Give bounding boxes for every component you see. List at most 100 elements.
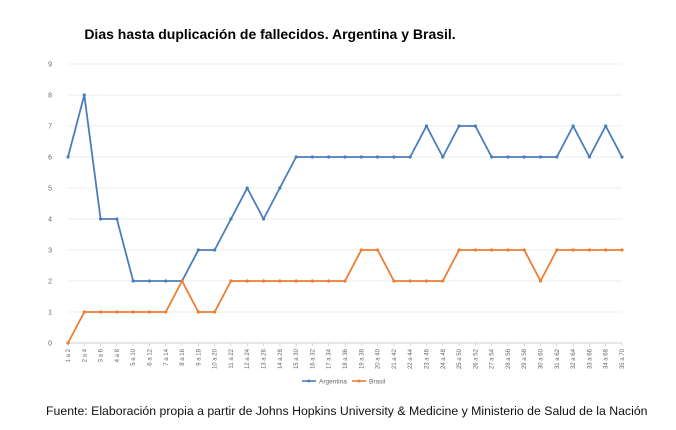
data-point-argentina	[278, 186, 282, 190]
data-point-argentina	[587, 155, 592, 159]
data-point-brasil	[620, 248, 624, 252]
x-tick-label: 7 a 14	[164, 348, 170, 365]
data-point-argentina	[147, 279, 152, 283]
data-point-argentina	[196, 248, 200, 252]
data-point-argentina	[490, 155, 494, 159]
x-tick-label: 4 a 8	[115, 348, 121, 362]
legend: Argentina Brasil	[302, 378, 386, 385]
data-point-argentina	[522, 155, 526, 159]
x-axis-ticks: 1 a 2 2 a 4 3 a 6 4 a 8 5 a 10 6 a 12 7 a 14 8 …	[66, 343, 626, 369]
y-tick-label: 9	[48, 62, 52, 69]
legend-marker-brasil	[357, 379, 361, 383]
x-tick-label: 9 a 18	[196, 348, 202, 365]
data-point-brasil	[359, 248, 363, 252]
y-tick-label: 0	[48, 341, 52, 348]
data-point-argentina	[229, 217, 233, 221]
data-point-argentina	[506, 155, 510, 159]
x-tick-label: 30 a 60	[539, 348, 545, 369]
x-tick-label: 35 a 70	[620, 348, 626, 369]
data-point-brasil	[278, 279, 282, 283]
x-tick-label: 12 a 24	[245, 348, 251, 369]
x-tick-label: 11 a 22	[229, 348, 235, 368]
data-point-brasil	[180, 279, 184, 283]
x-tick-label: 20 a 40	[376, 348, 382, 369]
x-tick-label: 13 a 26	[262, 348, 268, 369]
data-point-argentina	[115, 217, 119, 221]
data-point-argentina	[131, 279, 135, 283]
x-tick-label: 27 a 54	[490, 348, 496, 369]
data-point-argentina	[441, 155, 445, 159]
data-point-argentina	[392, 155, 396, 159]
y-tick-label: 1	[48, 310, 52, 317]
x-tick-label: 8 a 16	[180, 348, 186, 365]
y-tick-label: 6	[48, 155, 52, 162]
data-point-brasil	[261, 279, 266, 283]
x-tick-label: 22 a 44	[408, 348, 414, 369]
data-point-brasil	[115, 310, 119, 314]
x-tick-label: 26 a 52	[473, 348, 479, 369]
x-tick-label: 18 a 36	[343, 348, 349, 369]
data-point-brasil	[604, 248, 608, 252]
data-point-argentina	[343, 155, 347, 159]
data-point-brasil	[98, 310, 103, 314]
data-point-argentina	[375, 155, 380, 159]
data-point-brasil	[571, 248, 575, 252]
data-point-argentina	[213, 248, 217, 252]
data-point-brasil	[327, 279, 331, 283]
data-point-brasil	[131, 310, 135, 314]
y-tick-label: 4	[48, 217, 52, 224]
chart-title: Dias hasta duplicación de fallecidos. Ar…	[84, 26, 456, 42]
data-point-brasil	[538, 279, 543, 283]
data-point-argentina	[82, 93, 86, 97]
y-tick-label: 8	[48, 93, 52, 100]
data-point-argentina	[66, 155, 70, 159]
series-line-brasil	[67, 249, 622, 344]
data-point-argentina	[538, 155, 543, 159]
data-point-brasil	[310, 279, 315, 283]
x-tick-label: 10 a 20	[213, 348, 219, 369]
data-point-argentina	[294, 155, 298, 159]
data-point-argentina	[457, 124, 461, 128]
x-tick-label: 25 a 50	[457, 348, 463, 369]
data-point-argentina	[571, 124, 575, 128]
data-point-argentina	[310, 155, 315, 159]
data-point-argentina	[424, 124, 429, 128]
data-point-brasil	[457, 248, 461, 252]
data-point-brasil	[555, 248, 559, 252]
data-point-argentina	[245, 186, 249, 190]
data-point-brasil	[82, 310, 86, 314]
data-point-brasil	[147, 310, 152, 314]
x-tick-label: 31 a 62	[555, 348, 561, 369]
data-point-argentina	[473, 124, 477, 128]
x-tick-label: 2 a 4	[82, 348, 88, 362]
data-point-argentina	[555, 155, 559, 159]
data-point-argentina	[620, 155, 624, 159]
data-point-brasil	[490, 248, 494, 252]
x-tick-label: 21 a 42	[392, 348, 398, 369]
data-point-brasil	[587, 248, 592, 252]
x-tick-label: 19 a 38	[359, 348, 365, 369]
data-point-argentina	[359, 155, 363, 159]
legend-label-argentina: Argentina	[319, 378, 347, 385]
x-tick-label: 15 a 30	[294, 348, 300, 369]
legend-marker-argentina	[307, 379, 311, 383]
line-chart: 0 1 2 3 4 5 6 7 8 9 1 a 2 2 a 4 3 a 6 4 a 8 5 a 10 6 a…	[48, 62, 626, 386]
data-point-brasil	[473, 248, 477, 252]
x-tick-label: 23 a 46	[424, 348, 430, 369]
data-point-brasil	[294, 279, 298, 283]
data-point-brasil	[196, 310, 200, 314]
y-axis-ticks: 0 1 2 3 4 5 6 7 8 9	[48, 62, 52, 348]
x-tick-label: 5 a 10	[131, 348, 137, 365]
data-point-brasil	[245, 279, 249, 283]
legend-label-brasil: Brasil	[369, 378, 386, 385]
x-tick-label: 6 a 12	[147, 348, 153, 365]
data-point-brasil	[164, 310, 168, 314]
data-point-argentina	[408, 155, 412, 159]
x-tick-label: 29 a 58	[522, 348, 528, 369]
y-tick-label: 3	[48, 248, 52, 255]
data-point-brasil	[375, 248, 380, 252]
data-point-brasil	[213, 310, 217, 314]
data-point-brasil	[424, 279, 429, 283]
data-point-brasil	[506, 248, 510, 252]
x-tick-label: 1 a 2	[66, 348, 72, 362]
